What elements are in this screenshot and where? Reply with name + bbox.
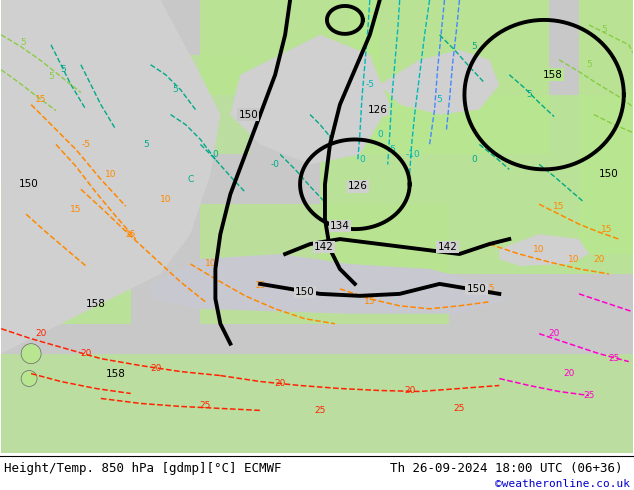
Text: 150: 150 [19, 179, 39, 189]
Text: 5: 5 [472, 42, 477, 51]
Text: 5: 5 [60, 65, 66, 74]
Polygon shape [230, 35, 390, 164]
Text: 25: 25 [200, 401, 211, 410]
Text: 20: 20 [275, 379, 286, 388]
Text: 10: 10 [533, 245, 545, 253]
Polygon shape [1, 0, 221, 354]
Polygon shape [151, 254, 509, 314]
Text: 15: 15 [364, 297, 375, 306]
Text: 158: 158 [86, 299, 106, 309]
Text: 20: 20 [548, 329, 560, 338]
Text: 10: 10 [568, 254, 579, 264]
Text: 15: 15 [553, 202, 565, 211]
Text: ©weatheronline.co.uk: ©weatheronline.co.uk [495, 479, 630, 489]
Text: 150: 150 [295, 287, 315, 297]
Text: 150: 150 [599, 170, 619, 179]
Text: 5: 5 [48, 72, 54, 81]
Circle shape [21, 370, 37, 387]
Text: 20: 20 [564, 369, 574, 378]
Text: 10: 10 [205, 260, 216, 269]
Text: 5: 5 [20, 38, 26, 48]
Circle shape [21, 343, 41, 364]
Text: 126: 126 [348, 181, 368, 191]
Text: 25: 25 [314, 406, 326, 415]
Text: 20: 20 [593, 254, 605, 264]
Text: 15: 15 [601, 224, 612, 234]
Polygon shape [500, 234, 589, 266]
Bar [579, 0, 633, 254]
Text: 15: 15 [125, 230, 136, 239]
Text: 10: 10 [105, 170, 117, 179]
Text: 15: 15 [484, 284, 495, 294]
Bar [1, 0, 120, 95]
Text: 150: 150 [238, 110, 258, 120]
Text: -5: -5 [387, 145, 396, 154]
Text: -10: -10 [405, 150, 420, 159]
Text: 10: 10 [160, 195, 171, 204]
Bar [1, 354, 633, 453]
Text: C: C [188, 175, 193, 184]
Text: 0: 0 [472, 155, 477, 164]
Bar [320, 95, 633, 274]
Text: 20: 20 [404, 386, 415, 395]
Text: 5: 5 [526, 90, 532, 99]
Text: 5: 5 [586, 60, 592, 69]
Text: 5: 5 [601, 25, 607, 34]
Text: 142: 142 [314, 242, 334, 252]
Text: 15: 15 [254, 281, 266, 291]
Text: 5: 5 [437, 95, 443, 104]
Text: 25: 25 [608, 354, 619, 363]
Text: 158: 158 [106, 368, 126, 379]
Polygon shape [380, 50, 500, 115]
Text: Height/Temp. 850 hPa [gdmp][°C] ECMWF: Height/Temp. 850 hPa [gdmp][°C] ECMWF [4, 462, 281, 475]
Text: 5: 5 [143, 140, 148, 149]
Text: 0: 0 [359, 155, 365, 164]
Text: 15: 15 [36, 95, 47, 104]
Text: -0: -0 [271, 160, 280, 169]
Text: -5: -5 [81, 140, 91, 149]
Text: 142: 142 [437, 242, 458, 252]
Text: 0: 0 [212, 150, 218, 159]
Text: 150: 150 [467, 284, 486, 294]
Text: 20: 20 [81, 349, 91, 358]
Bar [1, 184, 131, 324]
Text: 25: 25 [583, 391, 595, 400]
Text: Th 26-09-2024 18:00 UTC (06+36): Th 26-09-2024 18:00 UTC (06+36) [390, 462, 623, 475]
Bar [350, 0, 549, 154]
Text: 0: 0 [377, 130, 383, 139]
Text: -5: -5 [365, 80, 374, 89]
Bar [200, 0, 380, 95]
Text: 5: 5 [327, 135, 333, 144]
Text: 158: 158 [543, 70, 563, 80]
Text: 134: 134 [330, 221, 350, 231]
Text: 20: 20 [36, 329, 47, 338]
Text: 25: 25 [454, 404, 465, 413]
Text: 15: 15 [70, 205, 82, 214]
Bar [151, 55, 250, 154]
Text: 5: 5 [172, 85, 178, 94]
Bar [200, 204, 450, 324]
Text: 126: 126 [368, 104, 388, 115]
Text: 20: 20 [150, 364, 161, 373]
